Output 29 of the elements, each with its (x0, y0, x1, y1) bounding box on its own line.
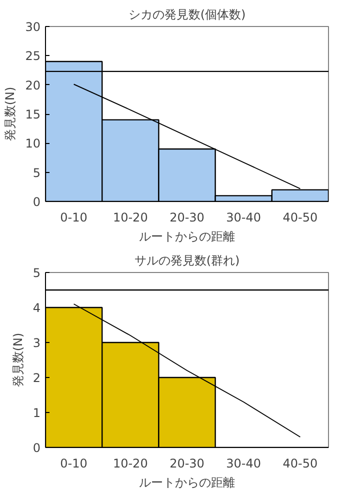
x-axis-title: ルートからの距離 (139, 476, 235, 490)
x-tick-label: 20-30 (170, 456, 204, 470)
x-tick-label: 40-50 (282, 210, 318, 224)
y-tick-label: 0 (32, 441, 41, 455)
chart-title: サルの発見数(群れ) (134, 254, 240, 268)
x-tick-label: 0-10 (60, 210, 88, 224)
x-tick-label: 0-10 (60, 456, 88, 470)
y-tick-label: 5 (32, 166, 41, 180)
y-axis-title: 発見数(N) (10, 332, 25, 388)
y-tick-label: 10 (25, 136, 41, 151)
y-tick-label: 15 (25, 108, 41, 122)
y-tick-label: 4 (32, 301, 41, 315)
y-tick-label: 25 (25, 49, 41, 64)
y-tick-label: 30 (25, 20, 41, 34)
y-tick-label: 0 (32, 195, 41, 209)
y-tick-label: 3 (32, 336, 41, 350)
x-tick-label: 40-50 (282, 456, 318, 470)
x-tick-label: 30-40 (226, 210, 262, 224)
y-axis-title: 発見数(N) (3, 86, 18, 142)
x-tick-label: 30-40 (226, 456, 262, 470)
x-tick-label: 10-20 (112, 456, 148, 470)
x-tick-label: 10-20 (112, 210, 148, 224)
y-tick-label: 2 (32, 371, 41, 385)
y-tick-label: 5 (32, 266, 41, 280)
x-axis-title: ルートからの距離 (139, 230, 235, 244)
y-tick-label: 1 (32, 406, 41, 420)
chart-title: シカの発見数(個体数) (128, 8, 246, 22)
x-tick-label: 20-30 (170, 210, 204, 224)
y-tick-label: 20 (25, 78, 41, 92)
